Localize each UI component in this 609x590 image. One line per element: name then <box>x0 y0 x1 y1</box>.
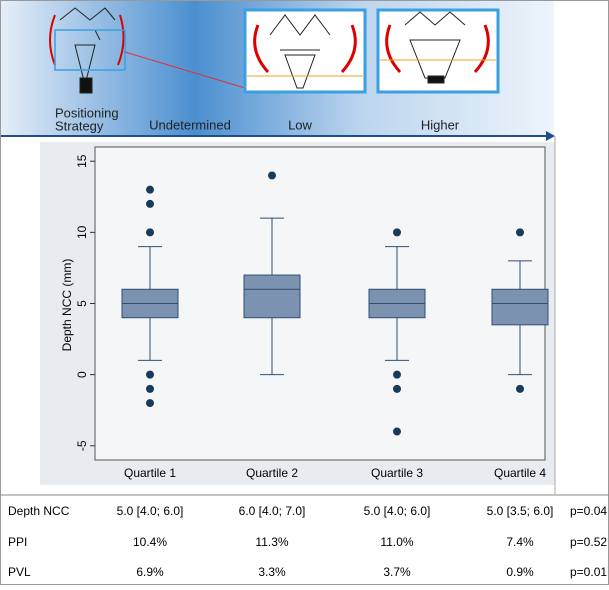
y-tick-label: 0 <box>75 371 89 378</box>
box <box>492 289 548 325</box>
outlier <box>146 228 154 236</box>
strategy-label: Strategy <box>55 118 104 133</box>
table-cell: 0.9% <box>506 565 534 579</box>
outlier <box>146 371 154 379</box>
outlier <box>268 171 276 179</box>
outlier <box>516 228 524 236</box>
outlier <box>146 200 154 208</box>
p-value: p=0.04 <box>570 504 607 518</box>
table-cell: 7.4% <box>506 535 534 549</box>
x-tick-label: Quartile 1 <box>124 466 176 480</box>
outlier <box>393 228 401 236</box>
low-illustration <box>245 10 365 92</box>
table-cell: 3.3% <box>258 565 286 579</box>
table-cell: 11.3% <box>255 535 288 549</box>
row-label: PVL <box>8 565 31 579</box>
table-cell: 3.7% <box>383 565 411 579</box>
figure: Positioning Strategy Undetermined Low Hi… <box>0 0 609 585</box>
table-cell: 10.4% <box>133 535 167 549</box>
y-tick-label: -5 <box>75 440 89 451</box>
p-value: p=0.01 <box>570 565 607 579</box>
table-cell: 6.9% <box>136 565 164 579</box>
p-value: p=0.52 <box>570 535 607 549</box>
outlier <box>146 186 154 194</box>
outlier <box>393 385 401 393</box>
outlier <box>393 428 401 436</box>
outlier <box>393 371 401 379</box>
table-cell: 5.0 [4.0; 6.0] <box>117 504 184 518</box>
stage-label: Higher <box>421 117 460 132</box>
higher-illustration <box>378 10 498 92</box>
x-tick-label: Quartile 4 <box>494 466 546 480</box>
y-tick-label: 5 <box>75 300 89 307</box>
table-cell: 11.0% <box>380 535 413 549</box>
table-cell: 5.0 [3.5; 6.0] <box>487 504 554 518</box>
row-label: Depth NCC <box>8 504 70 518</box>
table-cell: 6.0 [4.0; 7.0] <box>239 504 306 518</box>
y-tick-label: 15 <box>75 154 89 168</box>
row-label: PPI <box>8 535 27 549</box>
x-tick-label: Quartile 3 <box>371 466 423 480</box>
outlier <box>516 385 524 393</box>
stage-label: Undetermined <box>149 117 231 132</box>
x-tick-label: Quartile 2 <box>246 466 298 480</box>
stage-label: Low <box>288 117 312 132</box>
box <box>244 275 300 318</box>
y-tick-label: 10 <box>75 225 89 239</box>
outlier <box>146 399 154 407</box>
outlier <box>146 385 154 393</box>
table-cell: 5.0 [4.0; 6.0] <box>364 504 431 518</box>
y-axis-label: Depth NCC (mm) <box>60 259 74 352</box>
